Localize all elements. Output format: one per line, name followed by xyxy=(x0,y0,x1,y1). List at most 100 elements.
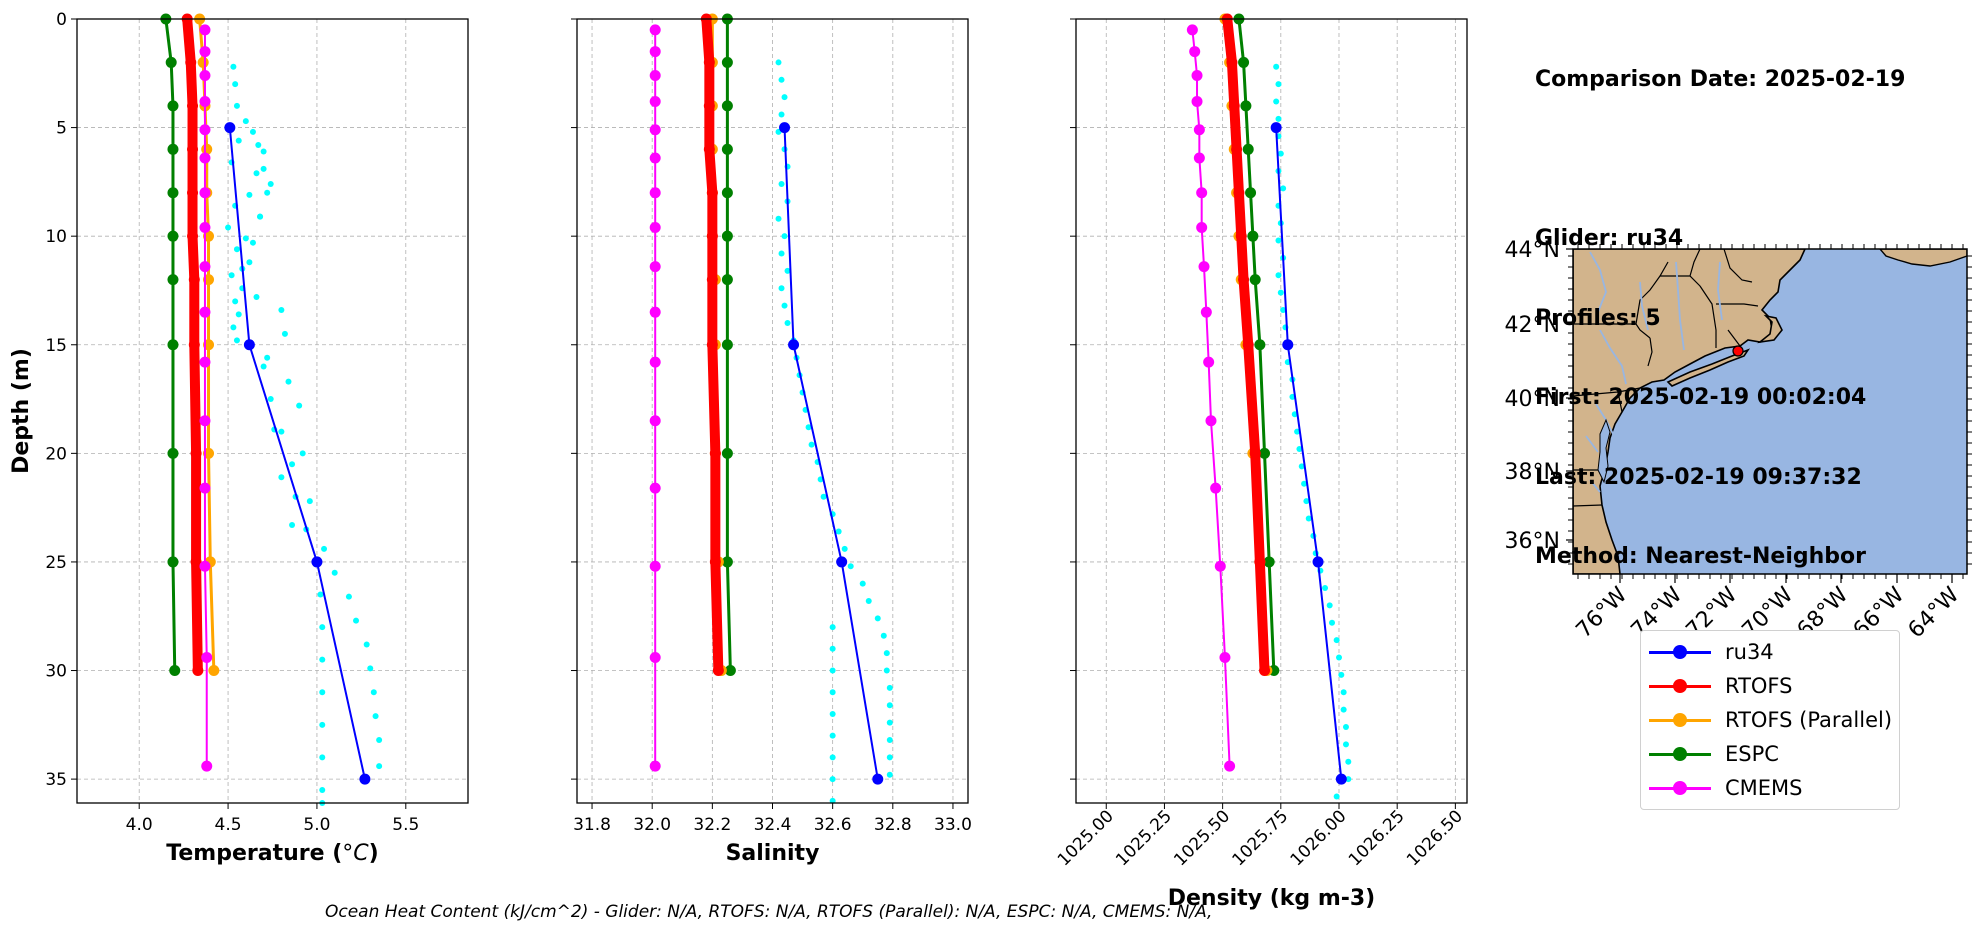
series-line-ru34 xyxy=(783,127,879,780)
glider-raw-point xyxy=(317,591,324,598)
glider-raw-point xyxy=(242,118,249,125)
series-point-espc xyxy=(1245,187,1257,199)
glider-raw-point xyxy=(841,545,848,552)
map-lat-label: 36°N xyxy=(1505,529,1560,554)
glider-raw-point xyxy=(260,165,267,172)
glider-raw-point xyxy=(376,763,383,770)
x-tick-label: 1025.25 xyxy=(1112,806,1176,870)
series-point-cmems xyxy=(1219,651,1231,663)
series-point-cmems xyxy=(1198,261,1210,273)
glider-raw-point xyxy=(264,354,271,361)
map-lon-label: 64°W xyxy=(1904,582,1965,643)
glider-raw-point xyxy=(1340,689,1347,696)
series-point-rtofs xyxy=(192,665,204,677)
series-point-rtofs xyxy=(703,100,715,112)
series-point-cmems xyxy=(649,760,661,772)
series-point-cmems xyxy=(1210,482,1222,494)
glider-raw-point xyxy=(1333,637,1340,644)
series-point-espc xyxy=(167,230,179,242)
x-tick-label: 1026.50 xyxy=(1403,806,1467,870)
x-tick-label: 1025.75 xyxy=(1228,806,1292,870)
series-point-rtofs xyxy=(190,556,202,568)
glider-raw-point xyxy=(829,797,836,804)
series-point-espc xyxy=(721,274,733,286)
series-point-rtofs xyxy=(187,100,199,112)
x-tick-label: 31.8 xyxy=(573,815,611,835)
x-tick-label: 32.0 xyxy=(633,815,671,835)
legend-item-rtofs-parallel: RTOFS (Parallel) xyxy=(1649,703,1892,737)
last-profile-text: Last: 2025-02-19 09:37:32 xyxy=(1535,464,1862,490)
series-point-espc xyxy=(724,665,736,677)
series-point-rtofs-parallel xyxy=(208,665,220,677)
series-point-rtofs xyxy=(1254,556,1266,568)
glider-raw-point xyxy=(778,181,785,188)
series-point-cmems xyxy=(649,415,661,427)
legend-item-espc: ESPC xyxy=(1649,737,1779,771)
series-point-cmems xyxy=(649,187,661,199)
glider-raw-point xyxy=(278,474,285,481)
series-point-espc xyxy=(169,665,181,677)
series-point-espc xyxy=(167,447,179,459)
glider-raw-point xyxy=(859,580,866,587)
x-axis-label-close: ) xyxy=(369,841,379,866)
series-point-cmems xyxy=(199,24,211,36)
series-point-espc xyxy=(167,556,179,568)
glider-raw-point xyxy=(883,650,890,657)
glider-raw-point xyxy=(278,428,285,435)
glider-raw-point xyxy=(249,239,256,246)
glider-raw-point xyxy=(319,624,326,631)
series-point-ru34 xyxy=(1312,556,1324,568)
series-point-cmems xyxy=(199,261,211,273)
series-point-rtofs xyxy=(185,56,197,68)
legend-swatch xyxy=(1649,746,1711,761)
glider-raw-point xyxy=(345,593,352,600)
glider-raw-point xyxy=(1296,446,1303,453)
legend-marker xyxy=(1673,644,1687,659)
map-frame xyxy=(1572,248,1968,575)
x-tick-label: 5.0 xyxy=(303,815,330,835)
glider-raw-point xyxy=(230,63,237,70)
profile-panel-2: 31.8 32.0 32.2 32.4 32.6 32.8 33.0 Salinity xyxy=(571,13,972,866)
long-island xyxy=(1666,348,1751,387)
glider-raw-point xyxy=(321,545,328,552)
glider-raw-point xyxy=(874,615,881,622)
map-lat-label: 44°N xyxy=(1505,238,1560,263)
x-tick-label: 33.0 xyxy=(934,815,972,835)
glider-raw-point xyxy=(1275,272,1282,279)
x-tick-label: 1025.50 xyxy=(1170,806,1234,870)
legend-swatch xyxy=(1649,780,1711,795)
y-tick-label: 35 xyxy=(45,770,67,790)
glider-raw-point xyxy=(319,689,326,696)
x-tick-label: 5.5 xyxy=(392,815,419,835)
legend: ru34 RTOFS RTOFS (Parallel) ESPC CMEMS xyxy=(1640,630,1900,810)
glider-raw-point xyxy=(319,656,326,663)
series-point-cmems xyxy=(649,96,661,108)
y-tick-label: 20 xyxy=(45,444,67,464)
glider-raw-point xyxy=(233,246,240,253)
series-point-rtofs xyxy=(1231,143,1243,155)
glider-raw-point xyxy=(820,493,827,500)
glider-raw-point xyxy=(1326,602,1333,609)
legend-label: RTOFS xyxy=(1725,674,1793,698)
legend-item-ru34: ru34 xyxy=(1649,635,1774,669)
series-point-cmems xyxy=(199,187,211,199)
glider-location-marker xyxy=(1732,345,1744,357)
series-point-cmems xyxy=(199,124,211,136)
series-point-cmems xyxy=(649,261,661,273)
series-point-cmems xyxy=(1203,356,1215,368)
series-point-rtofs xyxy=(187,143,199,155)
glider-raw-point xyxy=(829,754,836,761)
glider-raw-point xyxy=(260,148,267,155)
glider-raw-point xyxy=(805,424,812,431)
glider-raw-point xyxy=(886,737,893,744)
map-lat-label: 38°N xyxy=(1505,460,1560,485)
series-point-cmems xyxy=(649,356,661,368)
series-point-espc xyxy=(1259,447,1271,459)
series-point-rtofs xyxy=(709,556,721,568)
series-point-ru34 xyxy=(311,556,323,568)
glider-raw-point xyxy=(267,396,274,403)
glider-raw-point xyxy=(1277,150,1284,157)
glider-raw-point xyxy=(246,259,253,266)
series-point-ru34 xyxy=(224,122,236,134)
map-lat-label: 40°N xyxy=(1505,387,1560,412)
